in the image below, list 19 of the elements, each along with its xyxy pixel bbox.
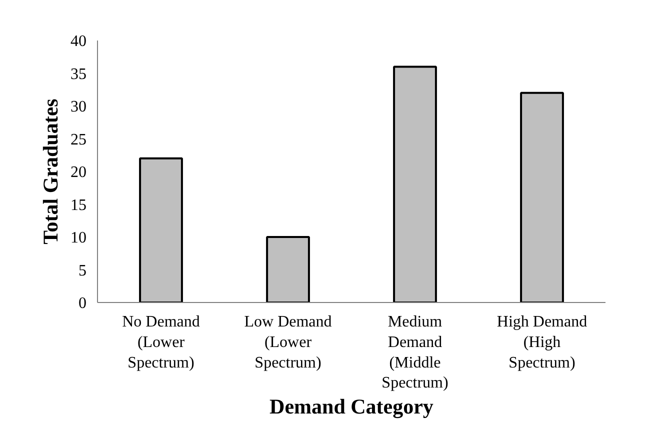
y-tick-label: 20 xyxy=(70,164,86,181)
y-tick-label: 30 xyxy=(70,98,86,116)
x-tick-label: Low Demand (Lower Spectrum) xyxy=(244,314,332,372)
x-tick-label: Medium Demand (Middle Spectrum) xyxy=(382,314,448,392)
x-tick-label: High Demand (High Spectrum) xyxy=(496,314,588,372)
x-axis-title: Demand Category xyxy=(270,394,434,419)
bar xyxy=(520,92,564,302)
y-tick-label: 5 xyxy=(78,262,86,280)
y-tick-label: 15 xyxy=(70,196,86,214)
x-tick-label: No Demand (Lower Spectrum) xyxy=(122,314,200,372)
y-tick-label: 25 xyxy=(70,131,86,148)
y-tick-label: 0 xyxy=(78,295,86,312)
bar xyxy=(266,236,310,302)
bar xyxy=(139,157,183,302)
y-tick-label: 40 xyxy=(70,33,86,50)
y-tick-label: 10 xyxy=(70,230,86,246)
y-tick-label: 35 xyxy=(70,66,86,83)
bar xyxy=(393,66,437,302)
y-axis-title: Total Graduates xyxy=(38,98,62,244)
